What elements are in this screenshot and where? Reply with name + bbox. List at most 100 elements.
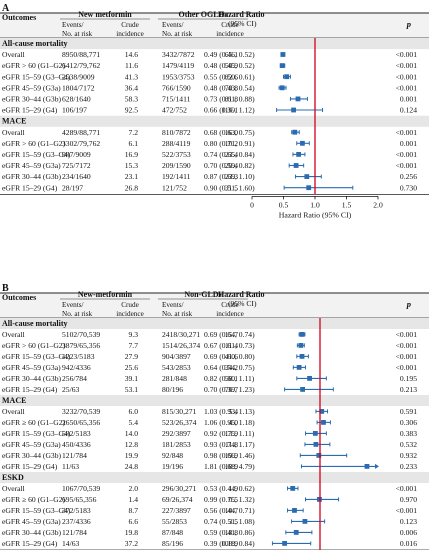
crude-group2: 82.6	[225, 72, 238, 81]
crude-group2: 3.5	[229, 517, 239, 526]
hr-point	[307, 376, 312, 381]
hr-ci-text: 0.70 (0.39, 1.23)	[204, 385, 255, 394]
events-group1: 987/9009	[62, 150, 91, 159]
crude-group1: 7.2	[129, 128, 139, 137]
p-value: 0.256	[400, 172, 417, 181]
events-group1: 1223/5183	[62, 352, 95, 361]
crude-subheader: incidence	[116, 30, 144, 38]
p-value: 0.383	[400, 429, 417, 438]
group1-header: New-metformin	[78, 290, 133, 299]
p-value: 0.591	[400, 407, 417, 416]
events-group1: 942/4336	[62, 363, 91, 372]
events-group1: 121/784	[62, 528, 87, 537]
p-value: <0.001	[396, 72, 418, 81]
events-group1: 14/63	[62, 539, 80, 548]
section-title: ESKD	[2, 473, 24, 482]
hr-header-ci: (95% CI)	[228, 299, 257, 308]
p-value: 0.001	[400, 95, 417, 104]
events-group1: 628/1640	[62, 95, 91, 104]
row-label: eGFR 15–59 (G3–G4)	[2, 506, 71, 515]
crude-group1: 24.8	[125, 462, 138, 471]
crude-group2: 11.8	[225, 440, 238, 449]
row-label: eGFR ≥ 60 (G1–G2)	[2, 418, 65, 427]
p-value: 0.233	[400, 462, 417, 471]
hr-point	[282, 541, 288, 546]
crude-group2: 18.8	[225, 528, 238, 537]
events-group1: 695/65,356	[62, 495, 97, 504]
hr-ci-text: 0.48 (0.43, 0.54)	[204, 83, 255, 92]
events-group2: 281/848	[162, 374, 187, 383]
events-group2: 3432/7872	[162, 50, 195, 59]
hr-point	[364, 464, 370, 469]
crude-group1: 14.0	[125, 429, 138, 438]
p-header: p	[406, 19, 411, 29]
p-value: 0.195	[400, 374, 417, 383]
crude-group1: 6.1	[129, 139, 139, 148]
events-subheader: No. at risk	[162, 30, 193, 38]
crude-group2: 81.8	[225, 95, 238, 104]
row-label: eGFR 30–44 (G3b)	[2, 95, 62, 104]
crude-group1: 92.5	[125, 106, 138, 115]
events-group1: 4289/88,771	[62, 128, 100, 137]
outcomes-header: Outcomes	[2, 13, 36, 22]
hr-ci-text: 0.93 (0.74, 1.17)	[204, 440, 255, 449]
p-value: 0.006	[400, 528, 417, 537]
events-group1: 3232/70,539	[62, 407, 100, 416]
p-value: 0.306	[400, 418, 417, 427]
crude-group1: 16.9	[125, 150, 138, 159]
events-group2: 92/848	[162, 451, 183, 460]
x-axis-label: Hazard Ratio (95% CI)	[279, 210, 352, 219]
hr-ci-text: 0.55 (0.50, 0.61)	[204, 72, 255, 81]
section-bg	[0, 318, 429, 329]
hr-point	[280, 52, 286, 57]
events-subheader: Events/	[162, 21, 184, 29]
row-label: eGFR 45–59 (G3a)	[2, 83, 61, 92]
hr-header: Hazard Ratio	[218, 10, 264, 19]
events-group2: 55/2853	[162, 517, 187, 526]
crude-group1: 12.8	[125, 440, 138, 449]
hr-ci-text: 0.87 (0.69, 1.10)	[204, 172, 255, 181]
p-value: 0.932	[400, 451, 417, 460]
crude-group2: 10.2	[225, 139, 238, 148]
hr-point	[292, 129, 298, 135]
events-group2: 288/4119	[162, 139, 191, 148]
p-value: <0.001	[396, 352, 418, 361]
crude-group1: 53.1	[125, 385, 138, 394]
row-label: eGFR 45–59 (G3a)	[2, 517, 61, 526]
hr-ci-text: 0.82 (0.60, 1.11)	[204, 374, 255, 383]
hr-ci-text: 0.64 (0.54, 0.75)	[204, 363, 255, 372]
crude-group1: 5.4	[129, 418, 139, 427]
crude-group2: 4.0	[229, 418, 239, 427]
crude-group2: 20.4	[225, 161, 238, 170]
crude-group2: 16.0	[225, 128, 238, 137]
hr-ci-text: 0.56 (0.44, 0.71)	[204, 506, 255, 515]
row-label: Overall	[2, 407, 25, 416]
events-group1: 234/1640	[62, 172, 91, 181]
outcomes-header: Outcomes	[2, 293, 36, 302]
row-label: eGFR 15–59 (G3–G4)	[2, 352, 71, 361]
hr-point	[300, 140, 305, 146]
crude-group1: 7.7	[129, 341, 139, 350]
p-value: <0.001	[396, 161, 418, 170]
crude-group2: 41.6	[225, 352, 238, 361]
hr-point	[293, 530, 299, 535]
hr-point	[295, 96, 301, 102]
events-group2: 69/26,374	[162, 495, 193, 504]
p-value: <0.001	[396, 341, 418, 350]
events-group1: 372/5183	[62, 506, 91, 515]
group2-header: Other OGLDs	[179, 10, 228, 19]
hr-ci-text: 1.03 (0.93, 1.13)	[204, 407, 255, 416]
x-tick-label: 1.5	[342, 200, 352, 209]
row-label: eGFR 15–29 (G4)	[2, 539, 58, 548]
hr-ci-text: 0.59 (0.41, 0.86)	[204, 528, 255, 537]
row-label: eGFR 15–59 (G3–G4)	[2, 150, 71, 159]
hr-point	[313, 442, 319, 447]
crude-group2: 34.2	[225, 363, 238, 372]
p-value: <0.001	[396, 83, 418, 92]
events-group1: 1804/7172	[62, 83, 95, 92]
events-group2: 192/1411	[162, 172, 191, 181]
hr-ci-text: 0.74 (0.65, 0.84)	[204, 150, 255, 159]
crude-group1: 26.8	[125, 183, 138, 192]
row-label: eGFR > 60 (G1–G2)	[2, 61, 66, 70]
